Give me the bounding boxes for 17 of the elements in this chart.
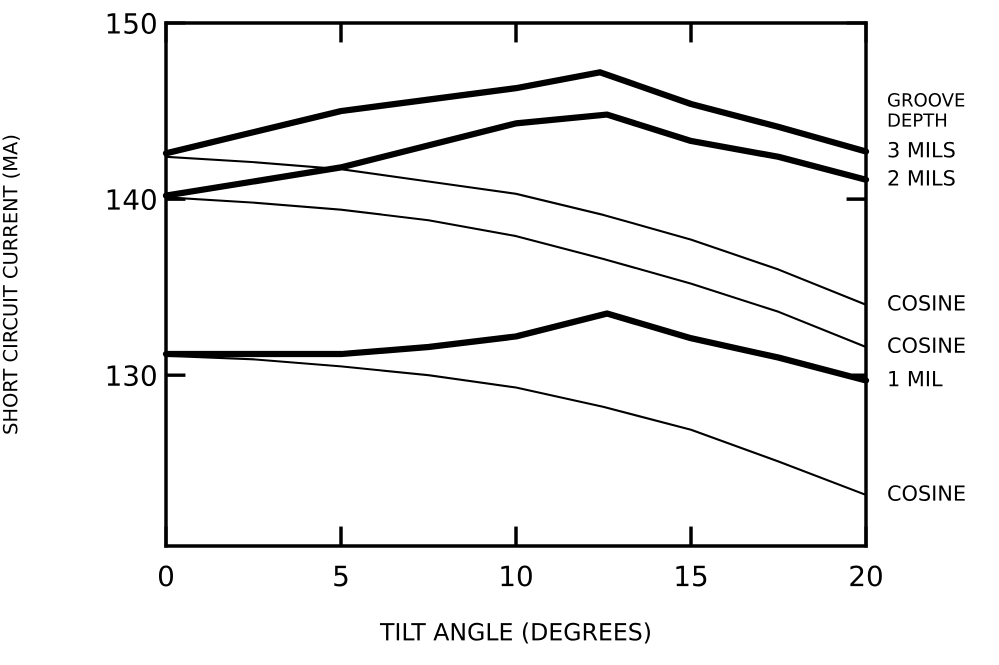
legend-title: GROOVE DEPTH (888, 93, 964, 127)
y-tick-label: 140 (108, 189, 156, 210)
legend-label: 1 MIL (889, 371, 942, 386)
series-label: COSINE (888, 337, 965, 354)
y-axis-title: SHORT CIRCUIT CURRENT (MA) (2, 136, 20, 434)
series-label: COSINE (888, 295, 965, 311)
series-label: 2 MILS (888, 170, 955, 186)
x-tick-label: 20 (850, 565, 882, 586)
x-tick-label: 5 (334, 566, 348, 586)
y-tick-label: 150 (108, 12, 156, 34)
series-label: COSINE (888, 485, 965, 501)
x-tick-label: 0 (158, 565, 173, 586)
x-tick-label: 10 (501, 565, 532, 586)
series-label: 3 MILS (888, 142, 955, 158)
y-tick-label: 130 (108, 365, 156, 386)
x-axis-title: TILT ANGLE (DEGREES) (380, 622, 650, 644)
x-tick-label: 15 (676, 566, 706, 586)
